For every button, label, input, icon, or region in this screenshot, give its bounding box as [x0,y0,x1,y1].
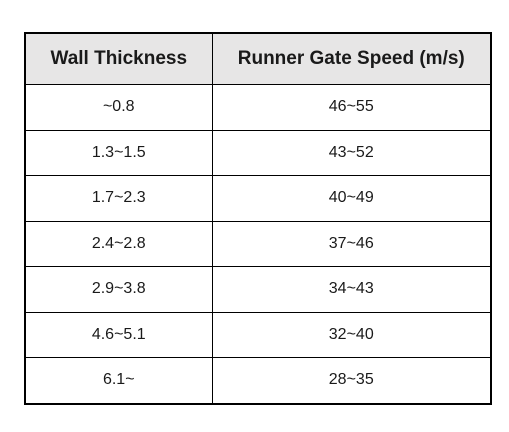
table-row: 6.1~ 28~35 [24,357,492,404]
cell-gate-speed: 28~35 [211,357,492,404]
cell-wall-thickness: 4.6~5.1 [24,311,213,358]
header-runner-gate-speed: Runner Gate Speed (m/s) [211,32,492,85]
cell-wall-thickness: 6.1~ [24,357,213,404]
cell-wall-thickness: 1.7~2.3 [24,175,213,222]
cell-wall-thickness: 2.9~3.8 [24,266,213,313]
cell-wall-thickness: 1.3~1.5 [24,129,213,176]
table-row: ~0.8 46~55 [24,84,492,131]
table-row: 1.7~2.3 40~49 [24,175,492,222]
table-row: 1.3~1.5 43~52 [24,129,492,176]
cell-wall-thickness: ~0.8 [24,84,213,131]
cell-gate-speed: 37~46 [211,220,492,267]
table-row: 2.4~2.8 37~46 [24,220,492,267]
cell-gate-speed: 32~40 [211,311,492,358]
wall-thickness-speed-table: Wall Thickness Runner Gate Speed (m/s) ~… [24,32,492,405]
cell-gate-speed: 40~49 [211,175,492,222]
table-row: 4.6~5.1 32~40 [24,311,492,358]
cell-gate-speed: 43~52 [211,129,492,176]
cell-wall-thickness: 2.4~2.8 [24,220,213,267]
table-header-row: Wall Thickness Runner Gate Speed (m/s) [24,32,492,85]
header-wall-thickness: Wall Thickness [24,32,213,85]
data-table-container: Wall Thickness Runner Gate Speed (m/s) ~… [24,32,492,405]
cell-gate-speed: 46~55 [211,84,492,131]
cell-gate-speed: 34~43 [211,266,492,313]
table-row: 2.9~3.8 34~43 [24,266,492,313]
